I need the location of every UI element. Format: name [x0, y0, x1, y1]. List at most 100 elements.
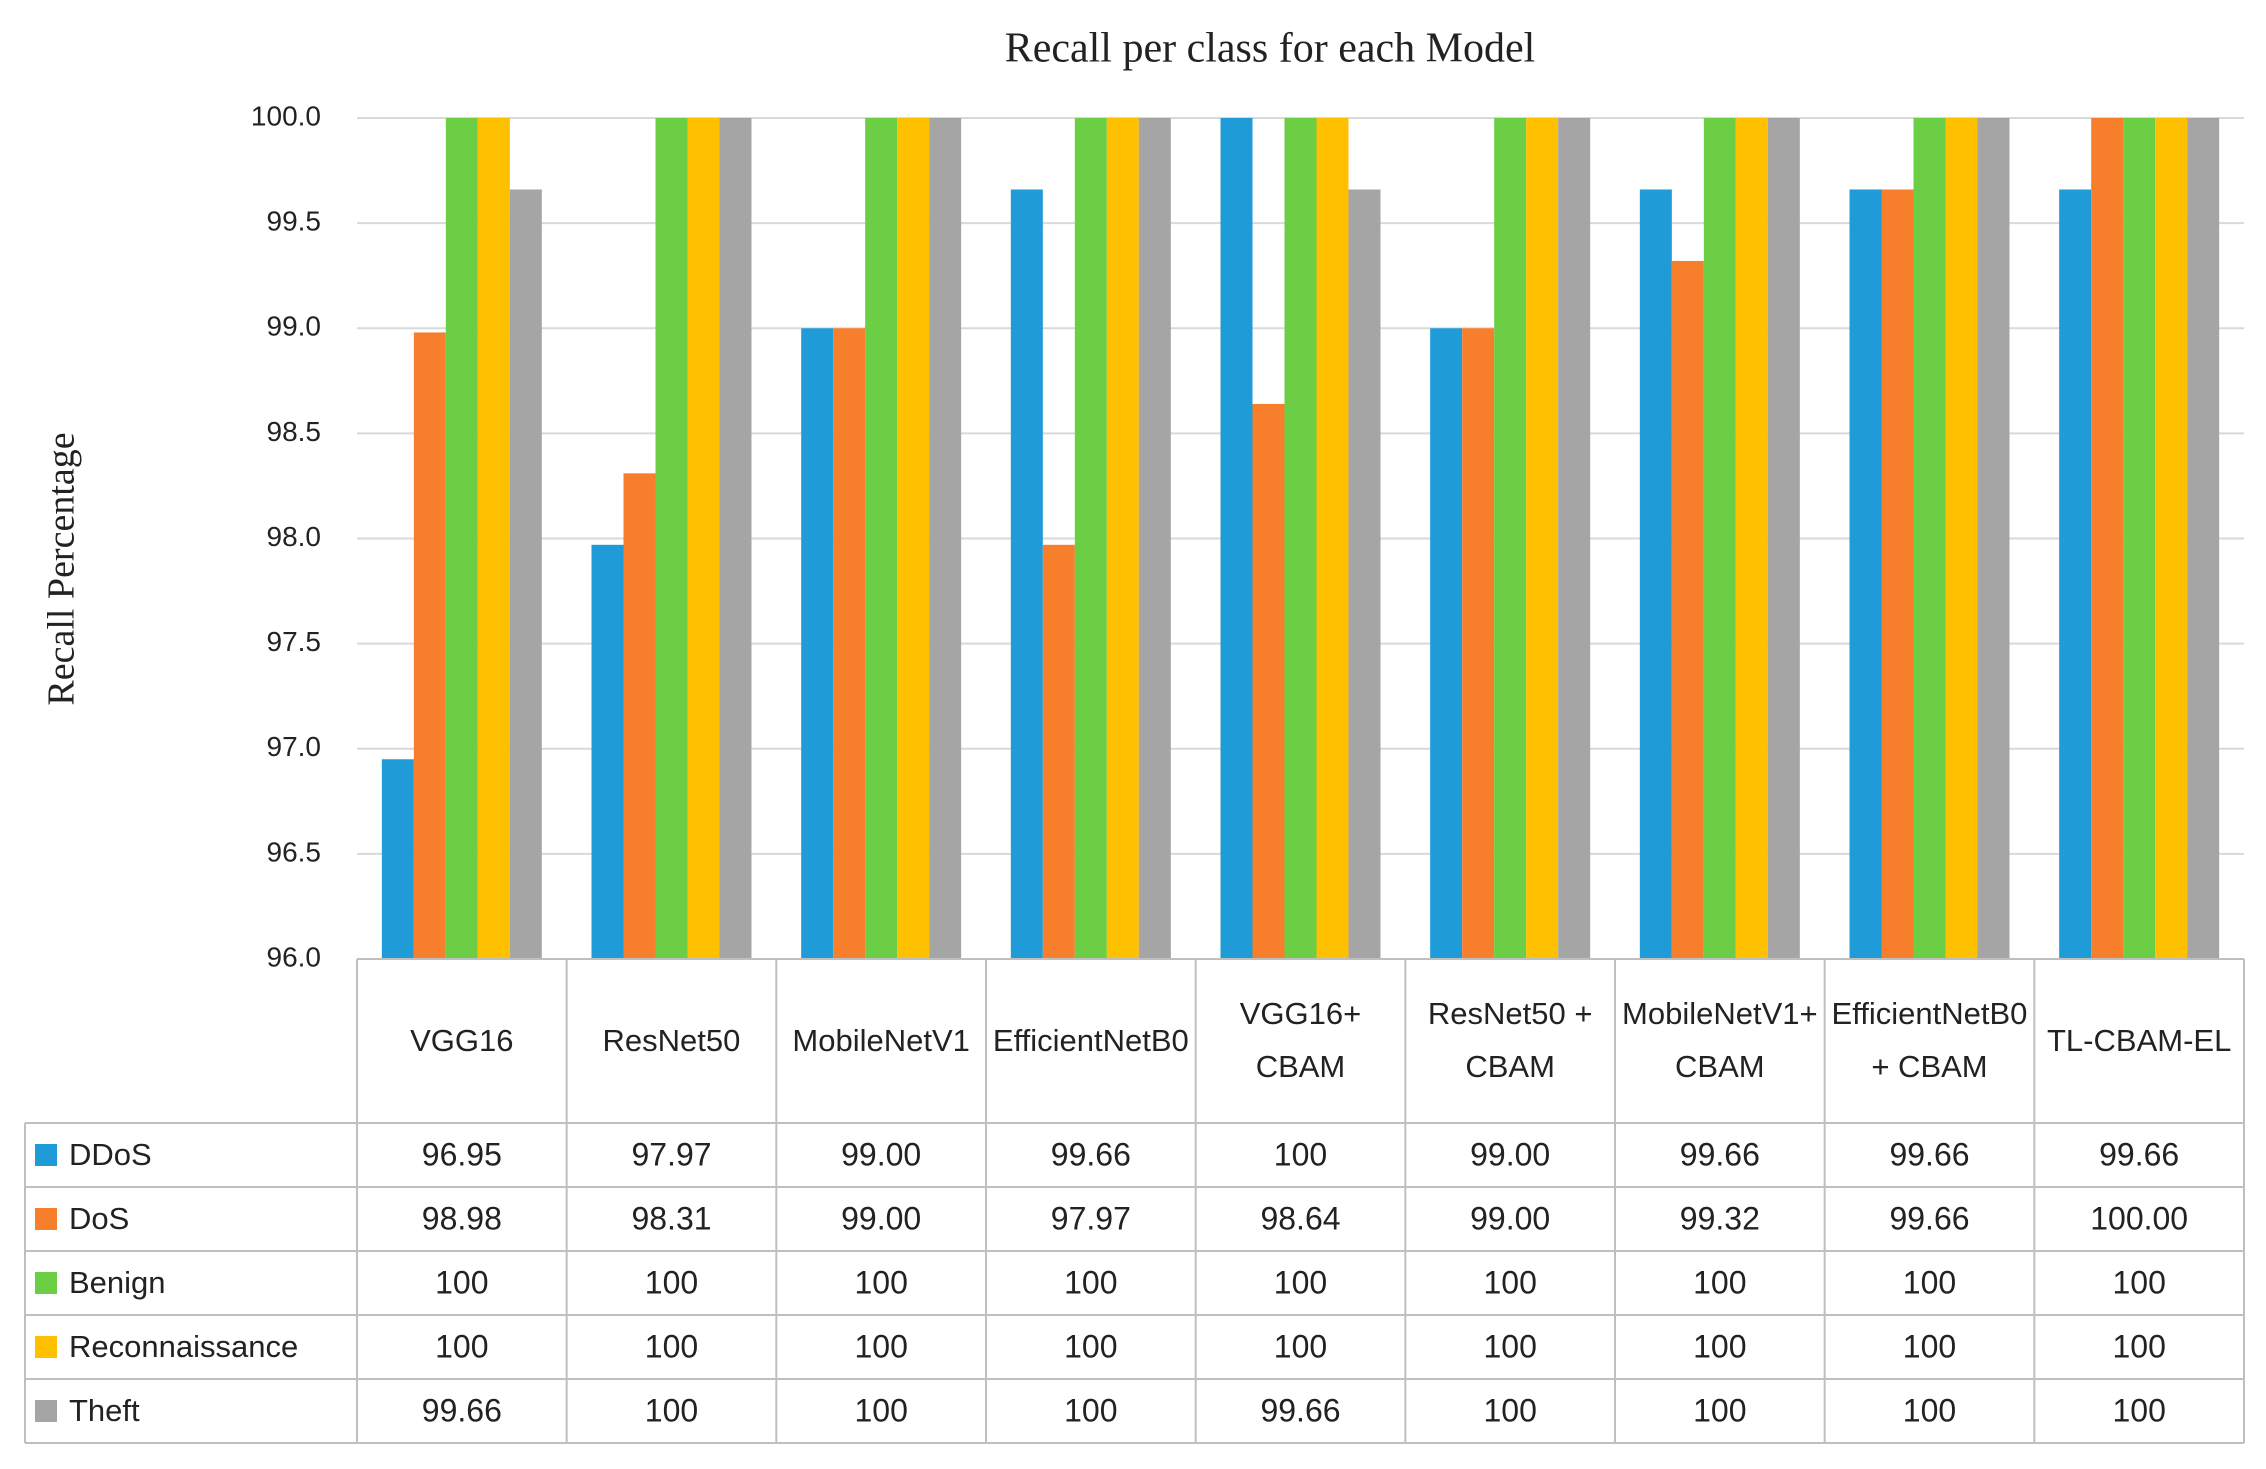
- y-axis-label: Recall Percentage: [41, 432, 83, 705]
- table-value: 100: [1064, 1328, 1117, 1364]
- table-value: 100: [1693, 1328, 1746, 1364]
- table-value: 99.00: [841, 1200, 921, 1236]
- bar: [2187, 118, 2220, 959]
- bar: [897, 118, 930, 959]
- x-tick-label: VGG16: [410, 1022, 514, 1058]
- table-value: 99.66: [1889, 1136, 1969, 1172]
- table-value: 100: [1483, 1264, 1536, 1300]
- bar: [1913, 118, 1946, 959]
- table-value: 98.64: [1260, 1200, 1340, 1236]
- bar: [1767, 118, 1800, 959]
- y-tick-label: 98.0: [267, 521, 322, 552]
- bar: [833, 328, 866, 959]
- bar: [1735, 118, 1768, 959]
- bar: [1138, 118, 1171, 959]
- bar: [1526, 118, 1559, 959]
- bar: [1639, 189, 1672, 960]
- x-tick-label: MobileNetV1+ CBAM: [1622, 996, 1818, 1084]
- table-value: 99.66: [2099, 1136, 2179, 1172]
- x-tick-label: TL-CBAM-EL: [2047, 1022, 2232, 1058]
- bar: [1106, 118, 1139, 959]
- table-value: 100: [645, 1392, 698, 1428]
- legend-swatch: [35, 1400, 57, 1422]
- legend-swatch: [35, 1272, 57, 1294]
- bar: [655, 118, 688, 959]
- bar: [591, 544, 624, 959]
- table-value: 100: [854, 1264, 907, 1300]
- bar: [865, 118, 898, 959]
- table-value: 100: [1274, 1136, 1327, 1172]
- bar: [623, 473, 656, 959]
- category-cell: MobileNetV1: [792, 1022, 970, 1058]
- legend-swatch: [35, 1144, 57, 1166]
- legend-label: DDoS: [69, 1137, 152, 1172]
- x-tick-label: EfficientNetB0: [992, 1022, 1189, 1058]
- table-value: 99.00: [1470, 1200, 1550, 1236]
- table-value: 100: [645, 1264, 698, 1300]
- legend-swatch: [35, 1208, 57, 1230]
- bar: [1881, 189, 1914, 960]
- y-tick-label: 96.0: [267, 941, 322, 972]
- bar: [413, 332, 446, 960]
- category-cell: EfficientNetB0 + CBAM: [1831, 996, 2028, 1084]
- table-value: 100.00: [2090, 1200, 2188, 1236]
- bar: [2123, 118, 2156, 959]
- bar: [1945, 118, 1978, 959]
- table-value: 97.97: [1051, 1200, 1131, 1236]
- bar: [1042, 544, 1075, 959]
- legend-swatch: [35, 1336, 57, 1358]
- table-value: 100: [1903, 1264, 1956, 1300]
- table-value: 100: [1903, 1328, 1956, 1364]
- category-cell: ResNet50: [602, 1022, 741, 1058]
- category-cell: TL-CBAM-EL: [2047, 1022, 2232, 1058]
- table-value: 97.97: [631, 1136, 711, 1172]
- table-value: 99.00: [841, 1136, 921, 1172]
- table-value: 100: [435, 1328, 488, 1364]
- bar: [1703, 118, 1736, 959]
- table-value: 100: [2112, 1392, 2165, 1428]
- table-value: 99.66: [1889, 1200, 1969, 1236]
- table-value: 100: [1693, 1264, 1746, 1300]
- y-tick-label: 100.0: [251, 100, 321, 131]
- bar: [1010, 189, 1043, 960]
- bar: [1074, 118, 1107, 959]
- bar: [509, 189, 542, 960]
- table-value: 99.00: [1470, 1136, 1550, 1172]
- bar: [1220, 118, 1253, 959]
- table-value: 98.31: [631, 1200, 711, 1236]
- bar: [1430, 328, 1463, 959]
- x-tick-label: EfficientNetB0 + CBAM: [1831, 996, 2028, 1084]
- x-tick-label: MobileNetV1: [792, 1022, 970, 1058]
- table-value: 100: [1064, 1264, 1117, 1300]
- bar: [801, 328, 834, 959]
- table-value: 100: [1274, 1328, 1327, 1364]
- chart-title: Recall per class for each Model: [1005, 26, 1536, 72]
- bar: [1849, 189, 1882, 960]
- bar: [1348, 189, 1381, 960]
- table-value: 99.66: [1260, 1392, 1340, 1428]
- category-cell: EfficientNetB0: [992, 1022, 1189, 1058]
- y-tick-label: 96.5: [267, 836, 322, 867]
- table-value: 100: [1483, 1328, 1536, 1364]
- bar: [1558, 118, 1591, 959]
- legend-label: Benign: [69, 1265, 166, 1300]
- y-tick-label: 99.5: [267, 206, 322, 237]
- table-value: 100: [435, 1264, 488, 1300]
- bar: [1462, 328, 1495, 959]
- bar: [2155, 118, 2188, 959]
- bar: [1252, 403, 1285, 959]
- category-cell: VGG16+ CBAM: [1240, 996, 1362, 1084]
- table-value: 100: [645, 1328, 698, 1364]
- table-value: 100: [854, 1328, 907, 1364]
- bar: [719, 118, 752, 959]
- bar: [1671, 260, 1704, 960]
- table-value: 100: [2112, 1264, 2165, 1300]
- table-value: 100: [1274, 1264, 1327, 1300]
- legend-label: DoS: [69, 1201, 129, 1236]
- x-tick-label: ResNet50: [602, 1022, 741, 1058]
- table-value: 98.98: [422, 1200, 502, 1236]
- legend-label: Reconnaissance: [69, 1329, 298, 1364]
- bar: [2091, 118, 2124, 959]
- table-value: 100: [1483, 1392, 1536, 1428]
